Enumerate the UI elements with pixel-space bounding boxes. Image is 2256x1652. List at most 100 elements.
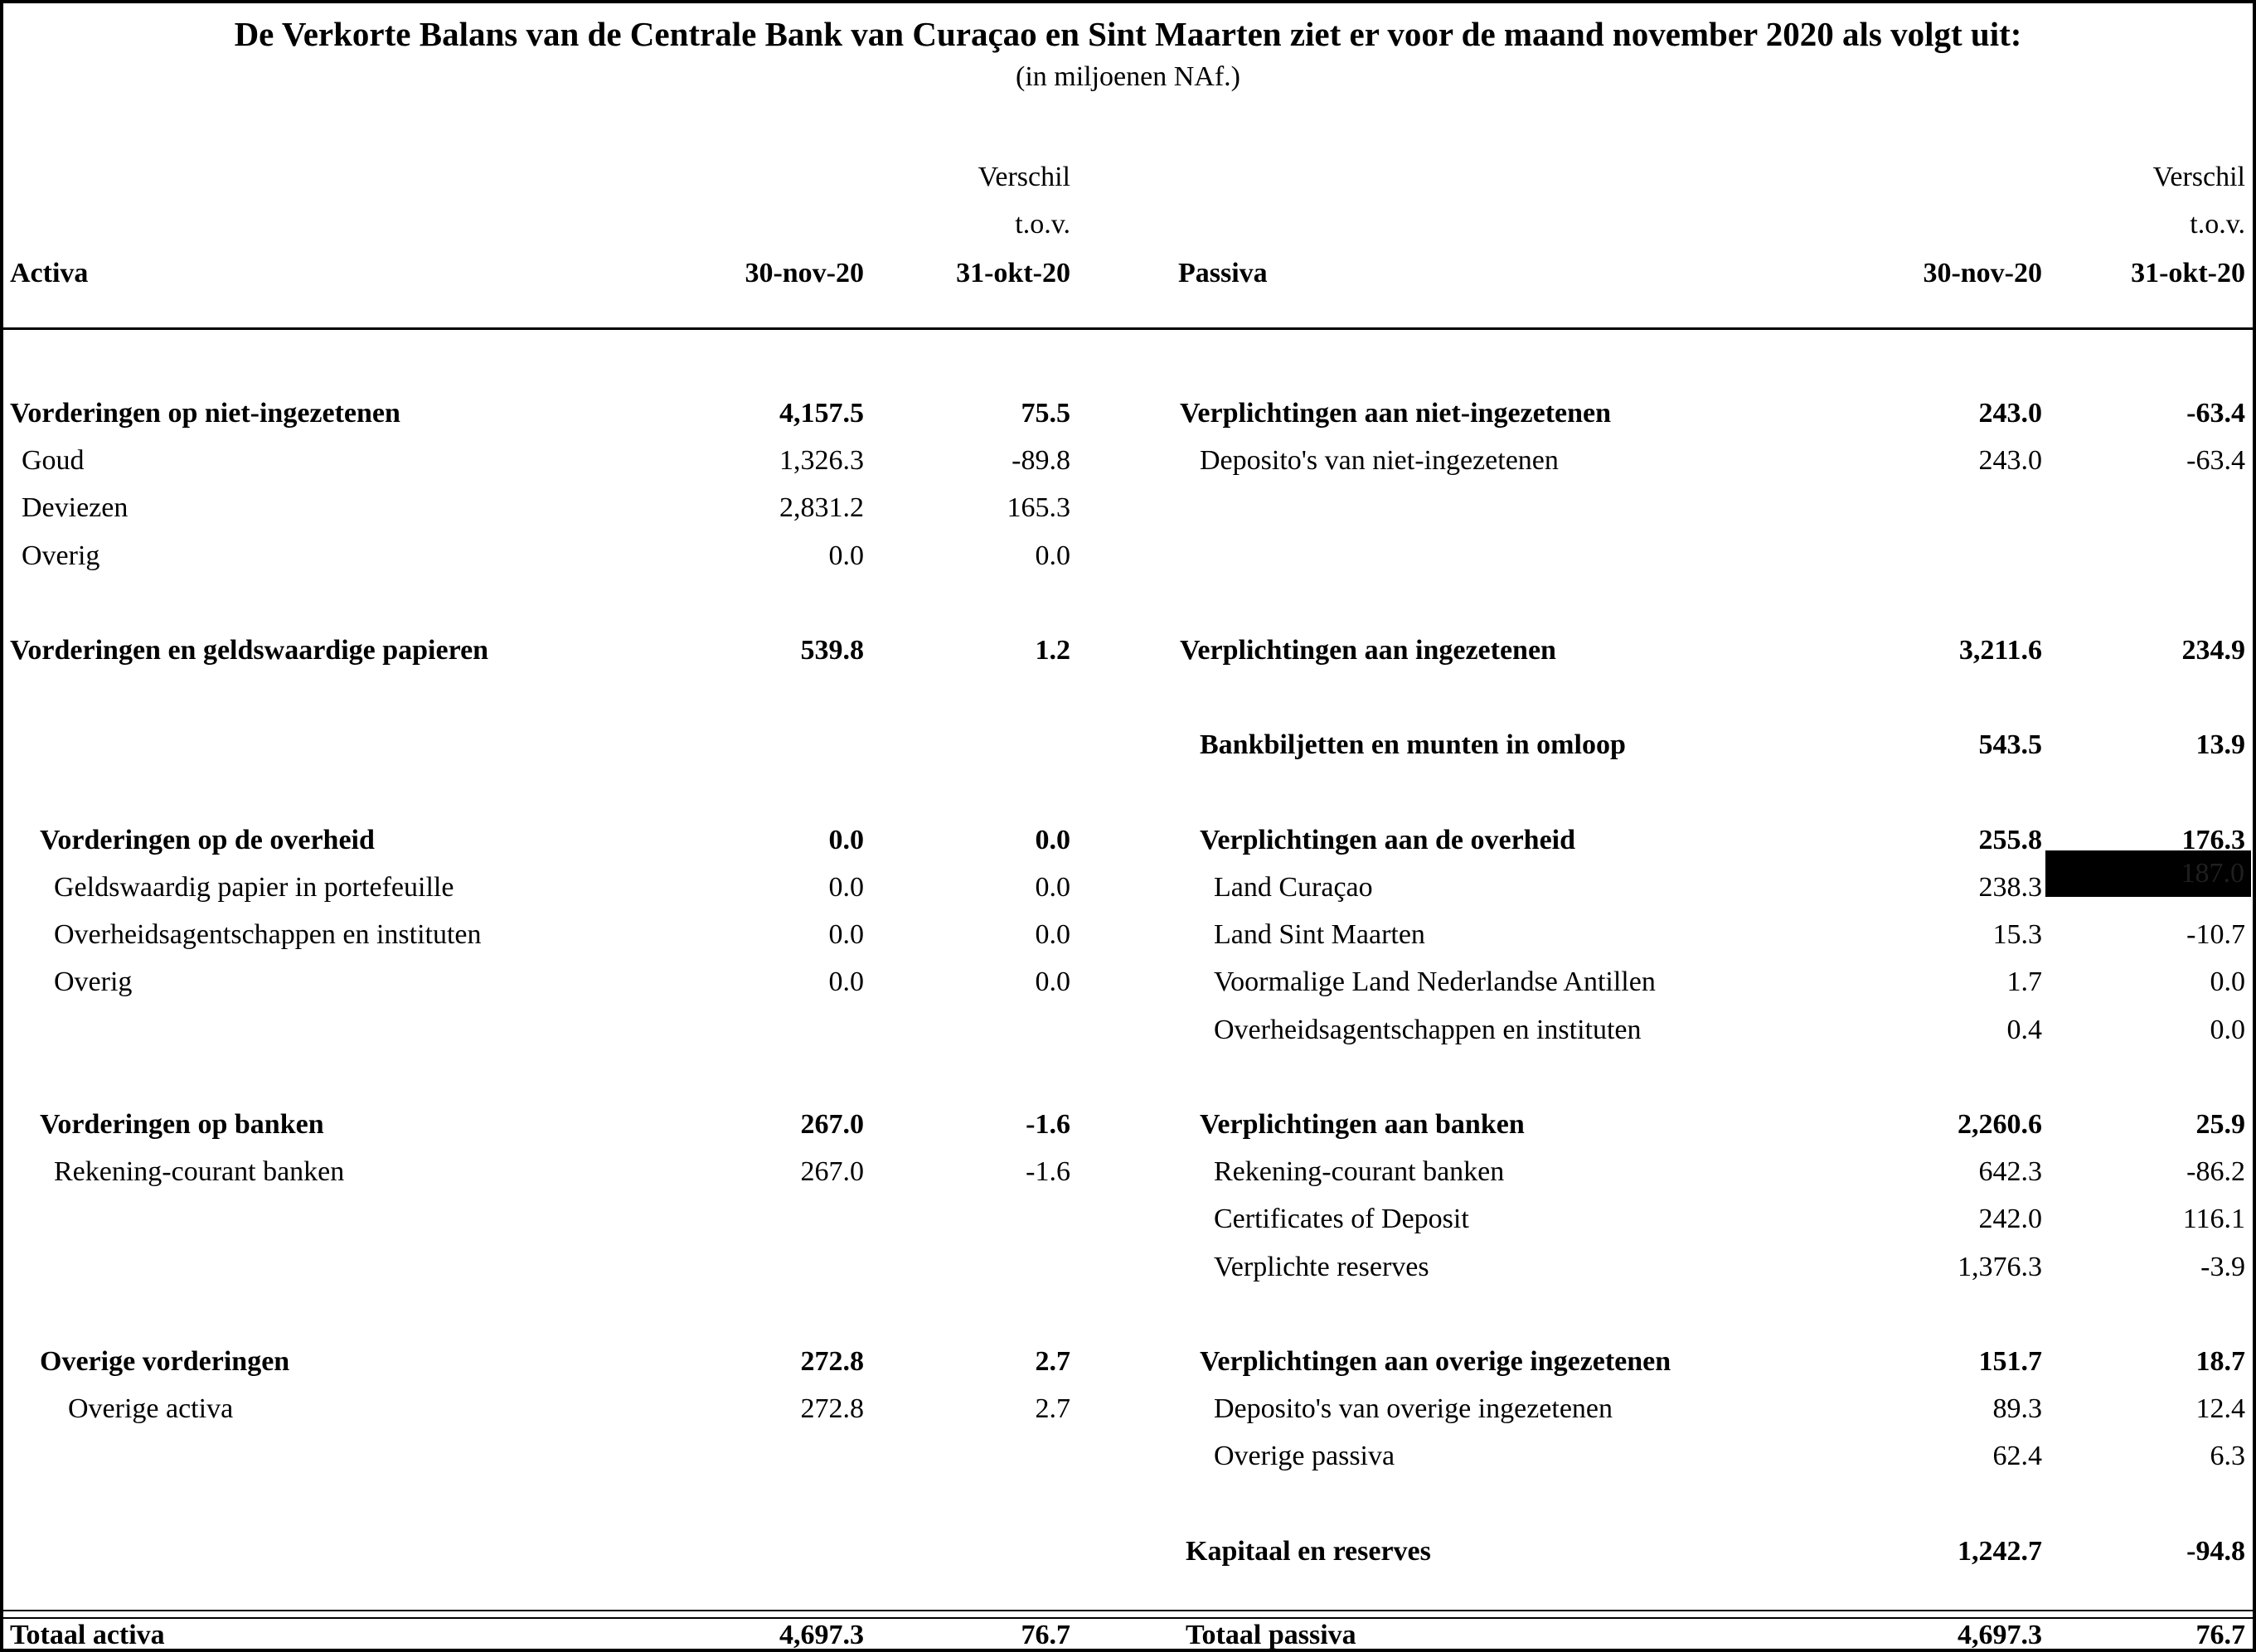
left-row-value-verschil: 0.0 — [1035, 824, 1071, 855]
left-row-value-current: 272.8 — [800, 1346, 865, 1377]
right-row-value-current: 242.0 — [1978, 1204, 2043, 1235]
right-row-value-current: 3,211.6 — [1958, 635, 2042, 666]
left-row-value-current: 1,326.3 — [779, 445, 864, 477]
table-row: Vorderingen en geldswaardige papieren 539… — [3, 627, 2253, 674]
redaction-box: 187.0 — [2045, 850, 2251, 897]
totals-row: Totaal activa 4,697.3 76.7 Totaal passiv… — [3, 1615, 2253, 1650]
right-row-value-current: 255.8 — [1978, 824, 2043, 855]
table-row: Overheidsagentschappen en instituten 0.4 0… — [3, 1006, 2253, 1054]
right-row-value-current: 62.4 — [1992, 1441, 2043, 1472]
right-row-value-current: 642.3 — [1978, 1156, 2043, 1188]
left-row-value-current: 267.0 — [800, 1156, 865, 1188]
left-row-value-verschil: 0.0 — [1035, 540, 1071, 571]
left-row-label: Goud — [22, 445, 85, 477]
right-row-label: Kapitaal en reserves — [1186, 1535, 1431, 1567]
table-row — [3, 1480, 2253, 1528]
total-passiva-label: Totaal passiva — [1186, 1620, 1356, 1650]
right-row-value-verschil: -10.7 — [2186, 919, 2245, 951]
left-row-value-current: 2,831.2 — [779, 492, 864, 524]
right-row-value-verschil: 0.0 — [2210, 1014, 2246, 1045]
table-row: Overheidsagentschappen en instituten 0.0 0… — [3, 911, 2253, 958]
right-row-value-current: 0.4 — [2006, 1014, 2043, 1045]
left-row-value-verschil: 75.5 — [1021, 398, 1071, 429]
left-row-value-verschil: 0.0 — [1035, 872, 1071, 903]
column-header-verschil-left: Verschil — [978, 162, 1070, 192]
column-header-date-prev-right: 31-okt-20 — [2131, 258, 2245, 288]
left-row-label: Deviezen — [22, 492, 129, 524]
left-row-value-verschil: 165.3 — [1007, 492, 1071, 524]
left-row-label: Overig — [22, 540, 100, 571]
left-row-value-verschil: 1.2 — [1035, 635, 1071, 666]
right-row-value-current: 1,376.3 — [1958, 1251, 2042, 1282]
table-row: Vorderingen op niet-ingezetenen 4,157.5 75… — [3, 390, 2253, 437]
right-row-value-verschil: 25.9 — [2195, 1109, 2246, 1140]
left-row-value-verschil: 2.7 — [1035, 1346, 1071, 1377]
left-row-value-current: 4,157.5 — [779, 398, 864, 429]
right-row-value-verschil: 176.3 — [2181, 824, 2246, 855]
right-row-label: Deposito's van overige ingezetenen — [1214, 1393, 1613, 1425]
right-row-value-verschil: 6.3 — [2210, 1441, 2246, 1472]
right-row-value-current: 1,242.7 — [1958, 1535, 2042, 1567]
right-row-value-verschil: -3.9 — [2200, 1251, 2245, 1282]
table-row: Overige passiva 62.4 6.3 — [3, 1432, 2253, 1480]
right-row-value-current: 15.3 — [1992, 919, 2043, 951]
left-row-value-verschil: 2.7 — [1035, 1393, 1071, 1425]
right-row-value-current: 543.5 — [1978, 729, 2043, 761]
right-row-value-verschil: -86.2 — [2186, 1156, 2245, 1188]
right-row-label: Voormalige Land Nederlandse Antillen — [1214, 966, 1656, 998]
right-row-value-verschil-redacted: 187.0 — [2181, 858, 2245, 889]
left-row-label: Overige activa — [68, 1393, 234, 1425]
right-row-label: Rekening-courant banken — [1214, 1156, 1505, 1188]
table-row — [3, 769, 2253, 816]
left-row-value-verschil: 0.0 — [1035, 919, 1071, 951]
table-row: Certificates of Deposit 242.0 116.1 — [3, 1195, 2253, 1243]
right-row-value-verschil: -63.4 — [2186, 445, 2245, 477]
left-row-value-verschil: -89.8 — [1012, 445, 1070, 477]
table-row: Verplichte reserves 1,376.3 -3.9 — [3, 1243, 2253, 1291]
right-row-value-current: 89.3 — [1992, 1393, 2043, 1425]
left-row-value-current: 0.0 — [828, 872, 865, 903]
left-row-value-current: 0.0 — [828, 966, 865, 998]
right-row-value-verschil: -94.8 — [2186, 1535, 2245, 1567]
totals-divider-double-line — [3, 1610, 2253, 1619]
table-row: Overige vorderingen 272.8 2.7 Verplichtinge… — [3, 1338, 2253, 1385]
passiva-heading: Passiva — [1178, 258, 1268, 288]
table-row: Rekening-courant banken 267.0 -1.6 Rekening… — [3, 1148, 2253, 1195]
right-row-label: Verplichtingen aan banken — [1200, 1109, 1525, 1140]
right-row-value-current: 2,260.6 — [1958, 1109, 2042, 1140]
left-row-label: Vorderingen op niet-ingezetenen — [10, 398, 400, 429]
right-row-label: Deposito's van niet-ingezetenen — [1200, 445, 1559, 477]
column-header-date-prev-left: 31-okt-20 — [956, 258, 1070, 288]
page-title: De Verkorte Balans van de Centrale Bank … — [234, 15, 2022, 53]
right-row-value-verschil: 18.7 — [2195, 1346, 2246, 1377]
left-row-label: Vorderingen en geldswaardige papieren — [10, 635, 489, 666]
left-row-value-current: 0.0 — [828, 824, 865, 855]
right-row-value-current: 243.0 — [1978, 398, 2043, 429]
right-row-label: Bankbiljetten en munten in omloop — [1200, 729, 1626, 761]
right-row-value-verschil: 0.0 — [2210, 966, 2246, 998]
column-header-tov-left: t.o.v. — [1015, 209, 1070, 240]
right-row-label: Verplichtingen aan niet-ingezetenen — [1180, 398, 1612, 429]
left-row-value-verschil: -1.6 — [1026, 1109, 1070, 1140]
activa-heading: Activa — [10, 258, 89, 288]
table-row: Goud 1,326.3 -89.8 Deposito's van niet-inge… — [3, 437, 2253, 484]
header-divider-line — [3, 327, 2253, 330]
total-passiva-value-current: 4,697.3 — [1958, 1620, 2042, 1650]
right-row-value-verschil: -63.4 — [2186, 398, 2245, 429]
table-row: Bankbiljetten en munten in omloop 543.5 13… — [3, 721, 2253, 768]
right-row-value-current: 1.7 — [2006, 966, 2043, 998]
table-row: Geldswaardig papier in portefeuille 0.0 0.… — [3, 850, 2253, 911]
left-row-label: Geldswaardig papier in portefeuille — [54, 872, 454, 903]
table-row: Deviezen 2,831.2 165.3 — [3, 484, 2253, 531]
right-row-value-verschil: 116.1 — [2182, 1204, 2245, 1235]
total-activa-label: Totaal activa — [10, 1620, 165, 1650]
left-row-label: Overheidsagentschappen en instituten — [54, 919, 482, 951]
total-activa-value-verschil: 76.7 — [1021, 1620, 1071, 1650]
right-row-value-current: 243.0 — [1978, 445, 2043, 477]
table-row — [3, 579, 2253, 627]
right-row-label: Verplichtingen aan ingezetenen — [1180, 635, 1556, 666]
total-passiva-value-verschil: 76.7 — [2195, 1620, 2246, 1650]
column-header-tov-right: t.o.v. — [2190, 209, 2245, 240]
table-row: Overige activa 272.8 2.7 Deposito's van ove… — [3, 1385, 2253, 1432]
right-row-label: Overheidsagentschappen en instituten — [1214, 1014, 1642, 1045]
